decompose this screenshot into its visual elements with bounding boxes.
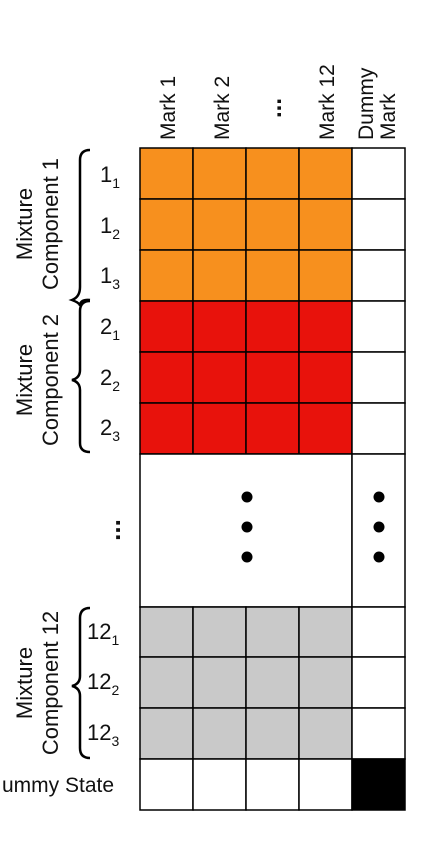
cell-12-1-mark-4 — [298, 606, 353, 658]
cell-1-1-mark-2 — [192, 147, 247, 200]
cell-12-3-mark-2 — [192, 707, 247, 760]
ellipsis-dots — [241, 491, 385, 563]
cell-12-1-dummy-mark — [351, 606, 406, 658]
cell-1-2-mark-1 — [139, 198, 194, 251]
column-header-mark-12: Mark 12 — [316, 64, 339, 140]
cell-12-2-mark-3 — [245, 656, 300, 709]
cell-1-1-mark-4 — [298, 147, 353, 200]
cell-12-3-mark-4 — [298, 707, 353, 760]
cell-dummy-state-mark-4 — [298, 758, 353, 811]
dot — [241, 491, 253, 503]
cell-12-2-dummy-mark — [351, 656, 406, 709]
cell-12-3-dummy-mark — [351, 707, 406, 760]
cell-12-2-mark-4 — [298, 656, 353, 709]
row-label-2-2: 22 — [100, 365, 120, 394]
row-label-2-1: 21 — [100, 314, 120, 343]
group-label-mixture-1-line2: Component 1 — [38, 158, 63, 290]
cell-12-2-mark-1 — [139, 656, 194, 709]
cell-1-2-mark-3 — [245, 198, 300, 251]
cell-2-3-mark-4 — [298, 402, 353, 455]
column-header-dummy-line2: Mark — [377, 93, 400, 140]
cell-dummy-state-dummy-mark — [351, 758, 406, 811]
row-label-2-3: 23 — [100, 415, 120, 444]
cell-12-1-mark-3 — [245, 606, 300, 658]
group-label-mixture-2-line1: Mixture — [12, 344, 37, 416]
cell-2-1-mark-4 — [298, 300, 353, 353]
group-label-mixture-1-line1: Mixture — [12, 188, 37, 260]
cell-2-2-mark-3 — [245, 351, 300, 404]
row-labels: 11 12 13 21 22 23 121 122 123 ummy State — [2, 162, 120, 797]
dot — [241, 551, 253, 563]
cell-2-1-dummy-mark — [351, 300, 406, 353]
row-label-1-3: 13 — [100, 263, 120, 292]
cell-1-2-mark-2 — [192, 198, 247, 251]
cell-1-1-dummy-mark — [351, 147, 406, 200]
dot — [373, 551, 385, 563]
row-label-1-1: 11 — [100, 162, 120, 191]
cell-1-3-mark-3 — [245, 249, 300, 302]
dot — [373, 491, 385, 503]
row-label-12-2: 122 — [87, 669, 119, 698]
dot — [241, 521, 253, 533]
cell-1-2-mark-4 — [298, 198, 353, 251]
cell-2-3-mark-1 — [139, 402, 194, 455]
state-grid — [139, 147, 406, 811]
cell-12-2-mark-2 — [192, 656, 247, 709]
group-label-mixture-2-line2: Component 2 — [38, 314, 63, 446]
row-label-dummy-state: ummy State — [2, 774, 114, 797]
brace-mixture-2 — [71, 299, 91, 454]
cell-2-2-mark-1 — [139, 351, 194, 404]
group-label-mixture-12-line1: Mixture — [12, 647, 37, 719]
row-label-12-3: 123 — [87, 720, 119, 749]
cell-2-1-mark-1 — [139, 300, 194, 353]
cell-2-2-mark-4 — [298, 351, 353, 404]
cell-12-1-mark-1 — [139, 606, 194, 658]
cell-1-3-mark-1 — [139, 249, 194, 302]
cell-dummy-state-mark-2 — [192, 758, 247, 811]
cell-12-3-mark-3 — [245, 707, 300, 760]
brace-mixture-12 — [71, 606, 91, 760]
cell-12-1-mark-2 — [192, 606, 247, 658]
cell-12-3-mark-1 — [139, 707, 194, 760]
column-header-ellipsis: ... — [260, 98, 287, 118]
cell-1-3-mark-4 — [298, 249, 353, 302]
group-braces — [68, 148, 91, 760]
cell-1-1-mark-3 — [245, 147, 300, 200]
cell-2-1-mark-2 — [192, 300, 247, 353]
cell-1-3-mark-2 — [192, 249, 247, 302]
cell-2-3-dummy-mark — [351, 402, 406, 455]
cell-2-3-mark-3 — [245, 402, 300, 455]
cell-dummy-state-mark-1 — [139, 758, 194, 811]
cell-1-1-mark-1 — [139, 147, 194, 200]
row-label-1-2: 12 — [100, 213, 120, 242]
cell-2-3-mark-2 — [192, 402, 247, 455]
cell-1-3-dummy-mark — [351, 249, 406, 302]
column-header-mark-1: Mark 1 — [157, 76, 180, 140]
cell-2-2-mark-2 — [192, 351, 247, 404]
column-header-dummy-line1: Dummy — [355, 67, 378, 140]
cell-dummy-state-mark-3 — [245, 758, 300, 811]
cell-2-1-mark-3 — [245, 300, 300, 353]
brace-mixture-1 — [68, 148, 91, 307]
dot — [373, 521, 385, 533]
row-label-12-1: 121 — [87, 619, 119, 648]
group-label-ellipsis: ... — [96, 519, 126, 541]
cell-2-2-dummy-mark — [351, 351, 406, 404]
cell-1-2-dummy-mark — [351, 198, 406, 251]
group-label-mixture-12-line2: Component 12 — [38, 611, 63, 755]
column-header-mark-2: Mark 2 — [211, 76, 234, 140]
